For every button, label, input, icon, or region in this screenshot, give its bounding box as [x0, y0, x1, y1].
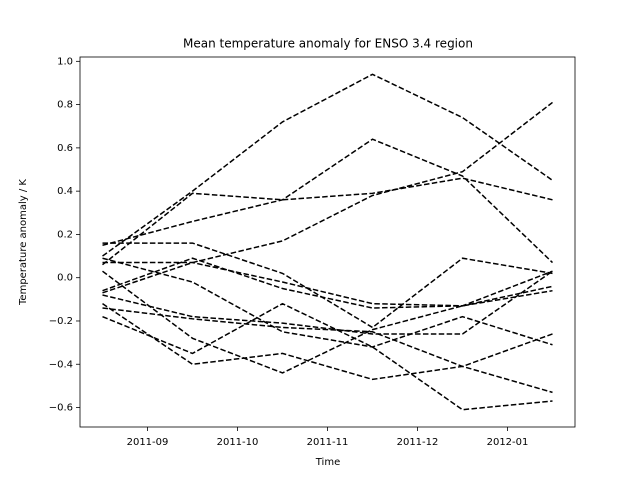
- series-line: [102, 307, 553, 394]
- y-tick-label: 0.0: [57, 273, 73, 284]
- y-tick-label: −0.6: [49, 403, 73, 414]
- series-line: [102, 242, 553, 329]
- series-line: [102, 302, 553, 411]
- y-tick-label: 1.0: [57, 56, 73, 67]
- series-line: [102, 257, 553, 309]
- series-line: [102, 257, 553, 348]
- y-tick-label: −0.2: [49, 316, 73, 327]
- series-line: [102, 138, 554, 264]
- y-tick-label: 0.8: [57, 100, 73, 111]
- series-line: [102, 303, 553, 381]
- x-tick-label: 2012-01: [487, 437, 529, 448]
- series-line: [102, 101, 553, 294]
- plot-frame: [79, 56, 576, 428]
- y-tick-label: 0.4: [57, 186, 73, 197]
- series-line: [102, 270, 553, 335]
- x-tick-label: 2011-10: [217, 437, 259, 448]
- y-axis-label: Temperature anomaly / K: [18, 179, 29, 306]
- series-line: [102, 177, 553, 266]
- x-tick-label: 2011-11: [307, 437, 349, 448]
- x-axis-label: Time: [315, 457, 340, 468]
- y-tick-label: 0.2: [57, 229, 73, 240]
- series-line: [102, 261, 553, 307]
- series-line: [102, 73, 553, 257]
- x-tick-label: 2011-09: [127, 437, 169, 448]
- x-tick-label: 2011-12: [397, 437, 439, 448]
- y-tick-label: 0.6: [57, 143, 73, 154]
- chart-title: Mean temperature anomaly for ENSO 3.4 re…: [183, 37, 473, 51]
- y-tick-label: −0.4: [49, 359, 73, 370]
